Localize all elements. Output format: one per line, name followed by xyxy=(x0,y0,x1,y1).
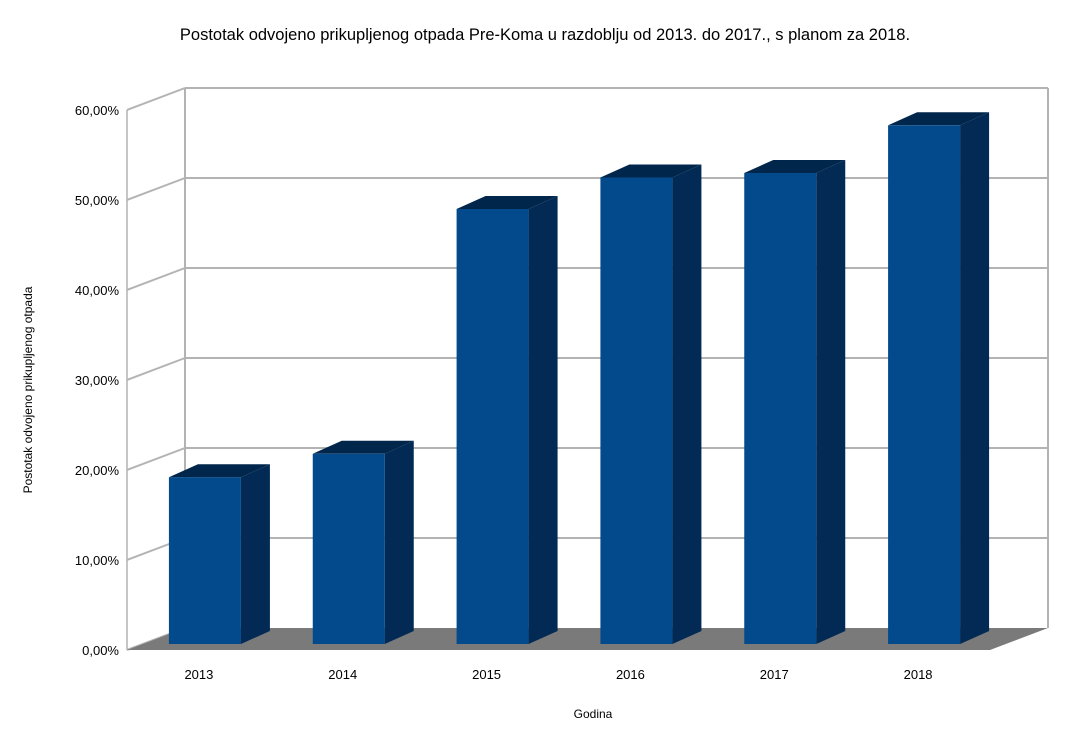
bar xyxy=(744,173,817,644)
x-tick-label: 2017 xyxy=(760,667,789,682)
bar-side xyxy=(816,160,846,644)
plot-area: 0,00% 10,00% 20,00% 30,00% 40,00% 50,00% 60,00… xyxy=(75,87,1049,682)
bar-side xyxy=(384,440,414,644)
bar xyxy=(312,453,385,644)
gridline-side xyxy=(126,357,186,381)
y-tick-label: 40,00% xyxy=(75,283,120,298)
bar-top xyxy=(456,196,558,209)
x-tick-label: 2013 xyxy=(184,667,213,682)
bar-top xyxy=(888,112,990,126)
y-tick-label: 30,00% xyxy=(75,373,120,388)
x-tick-label: 2016 xyxy=(616,667,645,682)
bar-top xyxy=(744,160,846,173)
bar-top xyxy=(312,440,414,454)
bar-side xyxy=(960,112,990,645)
bar-side xyxy=(528,196,558,644)
y-tick-label: 50,00% xyxy=(75,193,120,208)
bar xyxy=(456,209,529,644)
bar xyxy=(888,125,961,645)
x-tick-label: 2015 xyxy=(472,667,501,682)
gridline-side xyxy=(126,87,186,111)
bar-side xyxy=(240,464,270,644)
y-axis-label: Postotak odvojeno prikupljenog otpada xyxy=(21,286,35,493)
x-tick-label: 2014 xyxy=(328,667,357,682)
bar xyxy=(600,177,673,644)
gridline-side xyxy=(126,177,186,201)
bar xyxy=(168,477,241,644)
gridline-side xyxy=(126,267,186,291)
y-tick-label: 60,00% xyxy=(75,103,120,118)
bar-top xyxy=(600,164,702,178)
y-tick-label: 0,00% xyxy=(82,643,119,658)
x-axis-label: Godina xyxy=(574,707,613,721)
x-tick-label: 2018 xyxy=(904,667,933,682)
bar-side xyxy=(672,164,702,644)
y-tick-label: 10,00% xyxy=(75,553,120,568)
chart-title: Postotak odvojeno prikupljenog otpada Pr… xyxy=(180,26,910,44)
bar-top xyxy=(168,464,270,478)
y-tick-label: 20,00% xyxy=(75,463,120,478)
gridline-side xyxy=(126,447,186,471)
